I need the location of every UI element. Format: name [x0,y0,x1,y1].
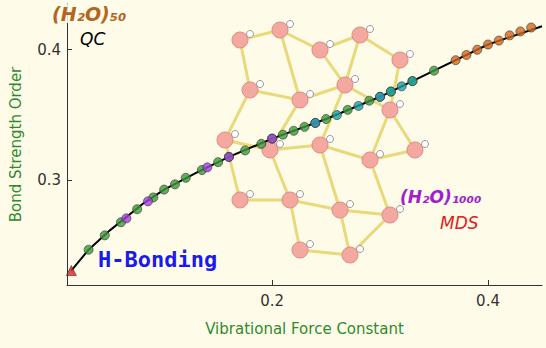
svg-text:0.4: 0.4 [37,41,61,59]
svg-text:0.4: 0.4 [476,292,500,310]
svg-text:Vibrational Force Constant: Vibrational Force Constant [205,320,404,338]
svg-text:(H₂O)₅₀: (H₂O)₅₀ [52,3,126,25]
svg-text:Bond Strength Order: Bond Strength Order [7,66,25,222]
svg-text:(H₂O)₁₀₀₀: (H₂O)₁₀₀₀ [400,187,482,207]
svg-text:0.2: 0.2 [260,292,284,310]
svg-text:QC: QC [80,29,105,49]
svg-text:0.3: 0.3 [37,171,61,189]
svg-text:H-Bonding: H-Bonding [98,247,217,272]
svg-text:MDS: MDS [440,213,479,233]
